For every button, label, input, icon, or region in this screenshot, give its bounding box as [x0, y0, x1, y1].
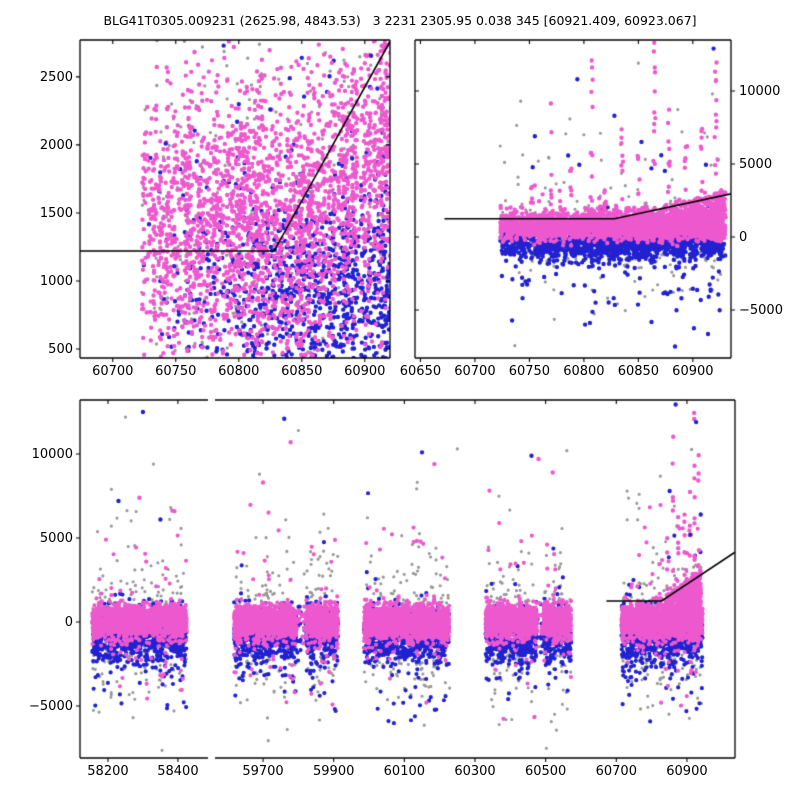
figure-title: BLG41T0305.009231 (2625.98, 4843.53) 3 2…	[103, 13, 697, 28]
